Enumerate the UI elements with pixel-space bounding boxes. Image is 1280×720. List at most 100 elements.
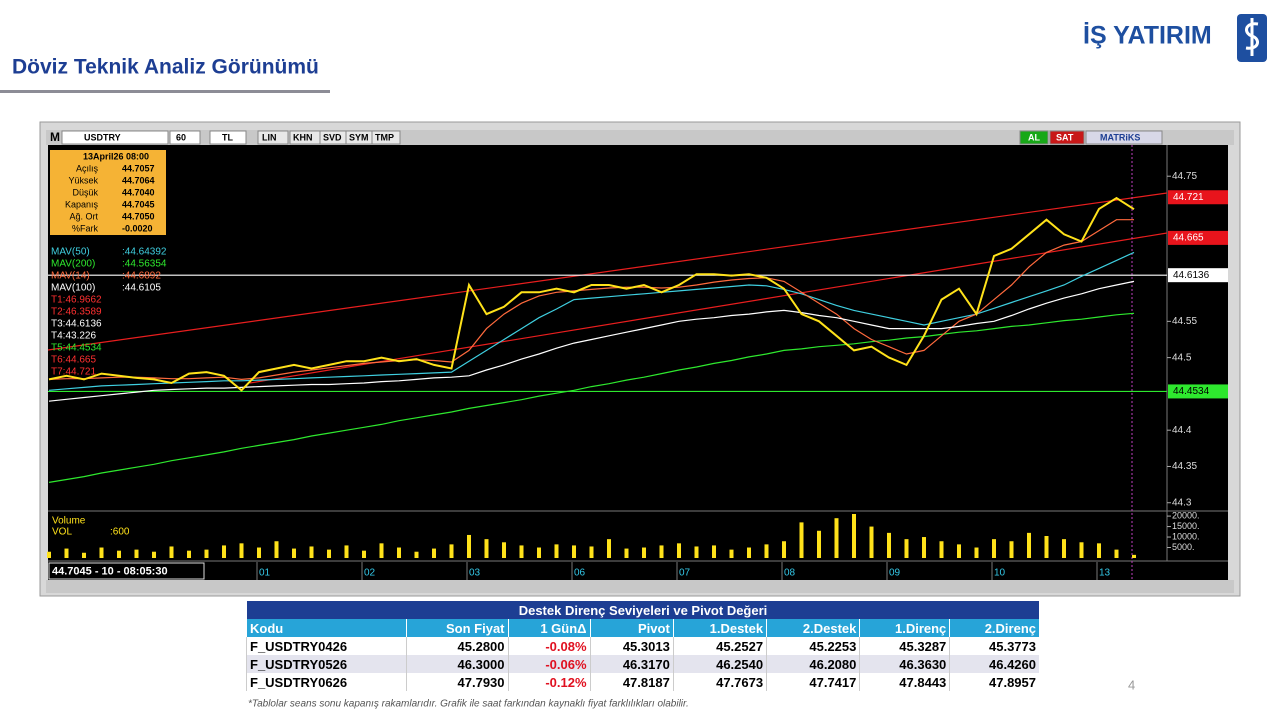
volume-bar: [274, 541, 279, 558]
info-value: 44.7064: [122, 175, 155, 185]
trend-legend: T6:44.665: [51, 355, 96, 366]
table-cell: -0.08%: [507, 637, 591, 655]
page-number: 4: [1128, 677, 1135, 692]
chart-area: [48, 145, 1228, 580]
volume-bar: [449, 544, 454, 558]
volume-bar: [362, 550, 366, 558]
table-cell: 46.3170: [589, 655, 674, 673]
volume-bar: [957, 544, 961, 558]
table-cell: 47.7417: [766, 673, 860, 691]
table-row: F_USDTRY0626 47.7930 -0.12% 47.8187 47.7673 4…: [245, 673, 1039, 691]
level-label: 44.721: [1173, 192, 1204, 203]
price-line: [48, 196, 1135, 392]
x-tick-label: 08: [784, 568, 796, 579]
y-tick-label: 44.75: [1172, 171, 1197, 182]
volume-bar: [1044, 536, 1049, 558]
volume-bar: [467, 534, 471, 558]
volume-bar: [887, 532, 891, 558]
legend-name: MAV(50): [51, 247, 90, 258]
table-cell: F_USDTRY0626: [245, 673, 407, 691]
info-title: 13April26 08:00: [83, 151, 149, 161]
volume-bar: [537, 547, 541, 558]
volume-bar: [152, 551, 156, 558]
table-cell: 46.2080: [766, 655, 860, 673]
toolbar-box: [1049, 130, 1085, 145]
volume-bar: [1027, 532, 1031, 558]
volume-tick-label: 15000.: [1172, 521, 1200, 531]
x-tick-label: 07: [679, 568, 691, 579]
volume-bar: [642, 547, 646, 558]
legend-name: MAV(100): [51, 283, 95, 294]
volume-bar: [939, 541, 944, 558]
x-tick-label: 01: [259, 568, 271, 579]
y-tick-label: 44.4: [1172, 425, 1192, 436]
toolbar-box: [209, 130, 247, 145]
table-cell: 46.3000: [406, 655, 509, 673]
info-label: %Fark: [72, 223, 99, 233]
table-cell: 47.7673: [672, 673, 767, 691]
volume-bar: [187, 550, 191, 558]
volume-bar: [222, 545, 226, 558]
volume-bar: [292, 548, 296, 558]
toolbar-label: SVD: [323, 132, 342, 142]
ma-line: [48, 280, 1135, 402]
table-cell: 2.Destek: [766, 619, 860, 637]
table-cell: Son Fiyat: [406, 619, 509, 637]
logo-text: İŞ YATIRIM: [1083, 22, 1212, 50]
volume-name: VOL: [52, 527, 72, 538]
volume-bar: [869, 526, 874, 558]
volume-bar: [502, 542, 506, 558]
volume-bar: [589, 546, 594, 558]
table-cell: 47.8443: [859, 673, 950, 691]
level-box: [1168, 190, 1228, 205]
title-rule: [0, 90, 330, 93]
legend-value: :44.56354: [122, 259, 167, 270]
legend-value: :44.6892: [122, 271, 161, 282]
info-value: 44.7045: [122, 199, 155, 209]
toolbar-label: USDTRY: [84, 132, 121, 142]
volume-bar: [817, 530, 821, 558]
info-value: 44.7040: [122, 187, 155, 197]
volume-bar: [624, 548, 629, 558]
table-title-row: Destek Direnç Seviyeleri ve Pivot Değeri: [246, 601, 1039, 619]
table-cell: F_USDTRY0426: [245, 637, 407, 655]
toolbar-label: TMP: [375, 132, 394, 142]
toolbar-label: AL: [1028, 132, 1040, 142]
table-cell: 45.3013: [589, 637, 674, 655]
volume-bar: [134, 549, 139, 558]
table-cell: 47.7930: [406, 673, 509, 691]
trend-legend: T5:44.4534: [51, 343, 102, 354]
info-box: [50, 150, 166, 235]
info-label: Ağ. Ort: [69, 211, 98, 221]
footnote: *Tablolar seans sonu kapanış rakamlarıdı…: [248, 699, 689, 710]
volume-bar: [327, 549, 331, 558]
table-cell: 1.Destek: [672, 619, 767, 637]
volume-bar: [239, 543, 244, 558]
level-label: 44.4534: [1173, 386, 1210, 397]
volume-bar: [432, 548, 436, 558]
toolbar-label: MATRiKS: [1100, 132, 1140, 142]
toolbar-label: SAT: [1056, 132, 1074, 142]
toolbar-label: TL: [222, 132, 233, 142]
trend-legend: T3:44.6136: [51, 319, 102, 330]
trend-line: [47, 192, 1168, 351]
volume-bar: [204, 549, 209, 558]
volume-bar: [1079, 542, 1084, 558]
volume-bar: [309, 546, 314, 558]
volume-bar: [484, 539, 489, 558]
info-label: Yüksek: [68, 175, 98, 185]
trend-legend: T2:46.3589: [51, 307, 102, 318]
trend-legend: T7:44.721: [51, 367, 96, 378]
volume-bar: [169, 546, 174, 558]
table-header-row: Kodu Son Fiyat 1 GünΔ Pivot 1.Destek 2.Destek…: [245, 619, 1039, 637]
legend-name: MAV(200): [51, 259, 95, 270]
toolbar-label: LIN: [262, 132, 277, 142]
table-cell: 47.8187: [589, 673, 674, 691]
level-box: [1168, 230, 1228, 245]
toolbar-label: KHN: [293, 132, 313, 142]
x-tick-label: 02: [364, 568, 376, 579]
ma-line: [48, 219, 1134, 381]
info-value: 44.7050: [122, 211, 155, 221]
page-title: Döviz Teknik Analiz Görünümü: [12, 56, 319, 79]
